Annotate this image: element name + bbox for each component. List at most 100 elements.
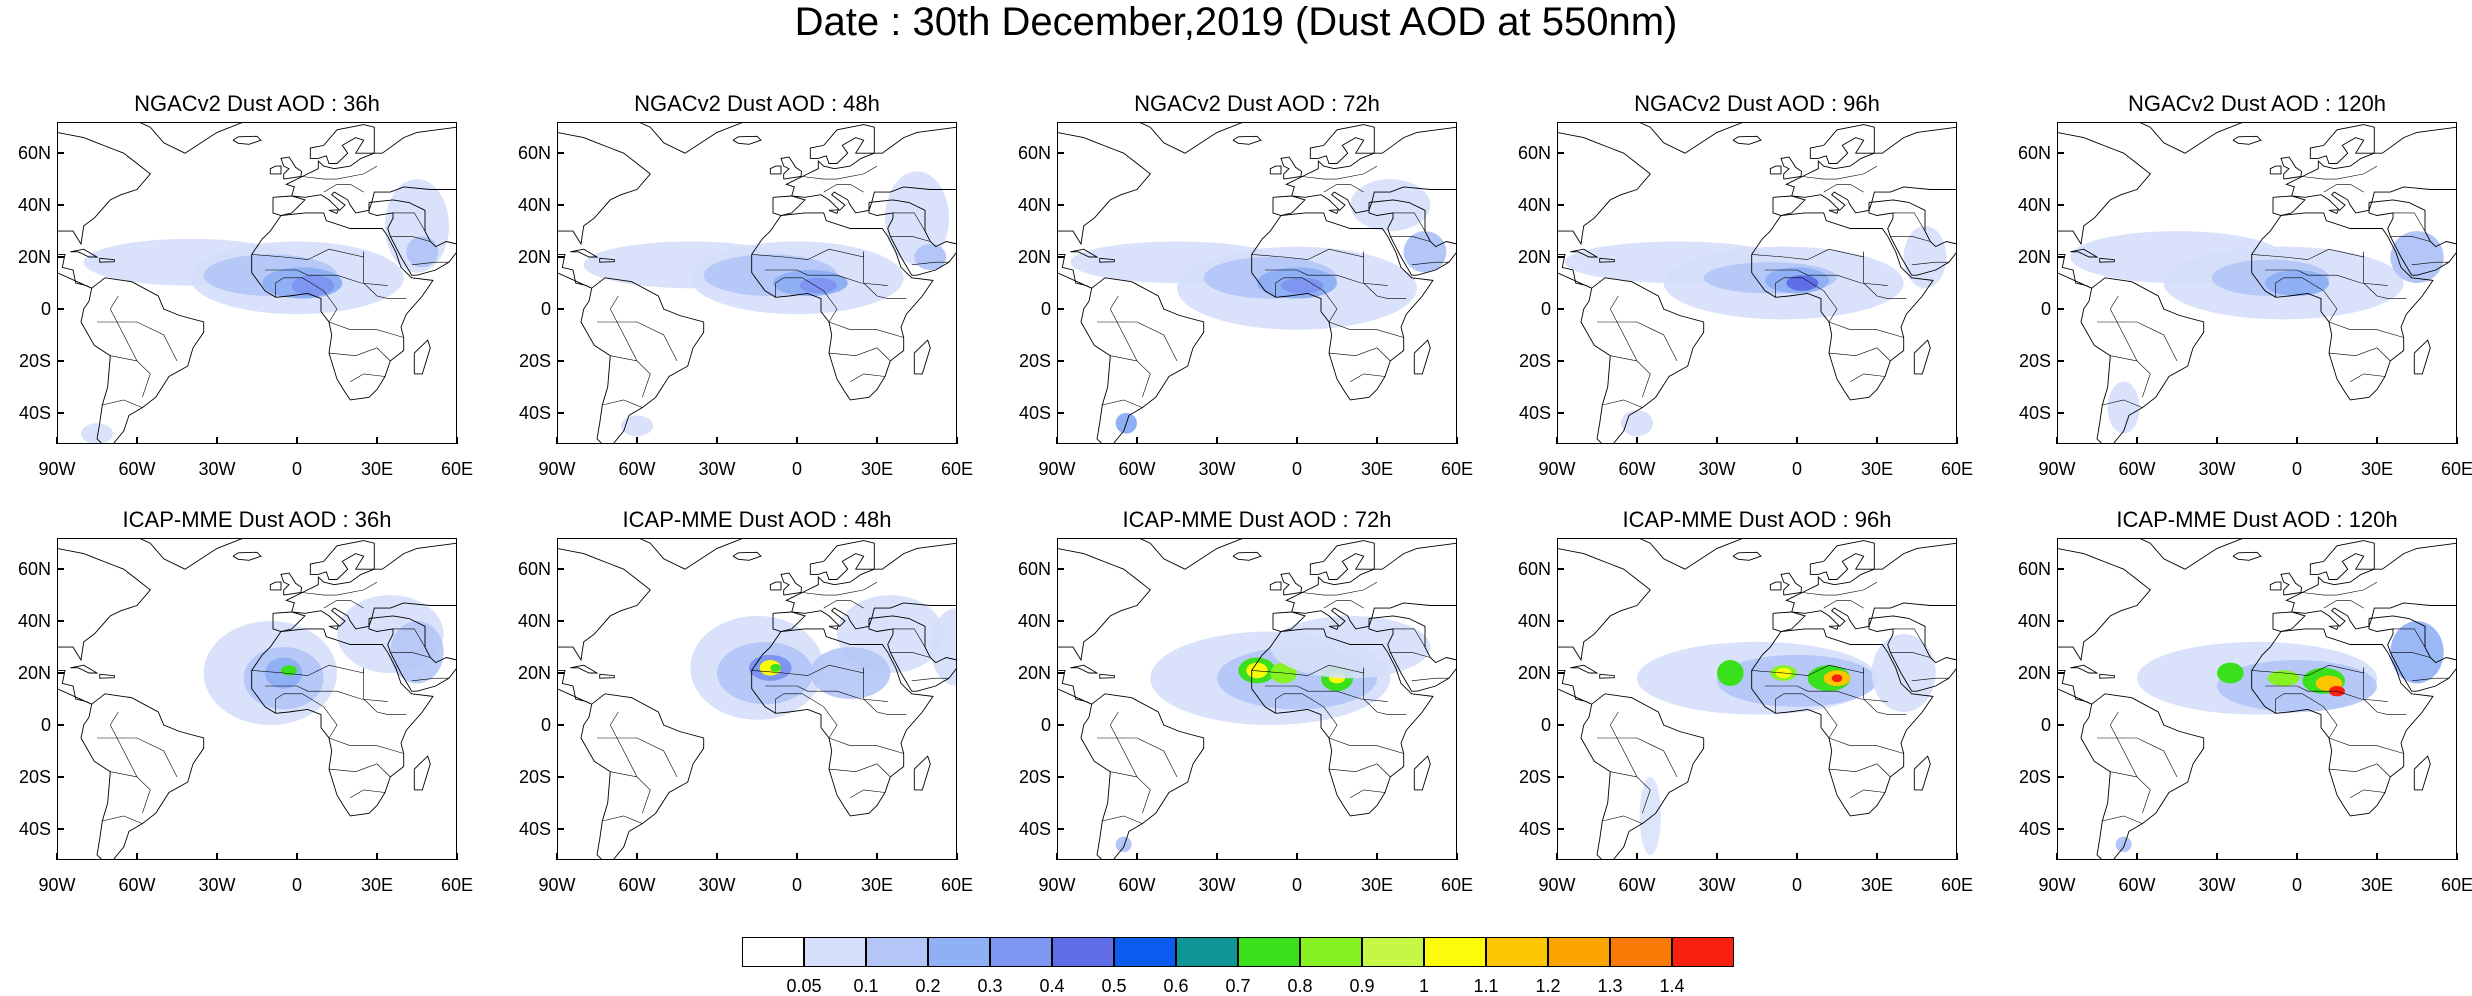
lon-tick-label: 60W — [118, 875, 156, 895]
colorbar-label: 0.7 — [1225, 976, 1251, 996]
lat-tick — [1557, 620, 1564, 622]
country-border — [323, 599, 364, 609]
panel-title: ICAP-MME Dust AOD : 96h — [1622, 507, 1892, 532]
coastline — [1751, 212, 1934, 401]
lat-tick — [2057, 620, 2064, 622]
country-border — [802, 165, 878, 180]
map-panel: ICAP-MME Dust AOD : 36h 60N 40N 20N 0 20S 40S 9… — [0, 507, 500, 927]
coastline — [1780, 156, 1802, 180]
lat-tick-label: 20N — [1017, 663, 1051, 684]
dust-plume — [390, 621, 444, 684]
lon-tick-label: 60W — [1118, 875, 1156, 895]
colorbar-label: 0.2 — [915, 976, 941, 996]
lat-tick-label: 20S — [1018, 350, 1051, 371]
country-border — [1390, 236, 1431, 242]
lon-tick — [296, 437, 298, 444]
coastline — [828, 209, 839, 214]
lat-tick-label: 0 — [540, 714, 551, 735]
lon-tick — [1376, 853, 1378, 860]
country-border — [2328, 321, 2404, 338]
lon-tick — [56, 437, 58, 444]
lon-tick-label: 0 — [2291, 459, 2303, 479]
lat-tick-label: 40S — [18, 402, 51, 423]
lat-tick — [2057, 724, 2064, 726]
lon-tick-label: 0 — [791, 459, 803, 479]
coastline — [557, 669, 592, 705]
lon-tick-label: 90W — [38, 459, 76, 479]
lon-tick-label: 60E — [1940, 459, 1974, 479]
country-border — [2302, 581, 2378, 596]
lon-tick-label: 0 — [1791, 875, 1803, 895]
map-canvas — [57, 538, 457, 860]
map-panel: NGACv2 Dust AOD : 120h 60N 40N 20N 0 20S 40S 90… — [2000, 91, 2472, 511]
lon-tick-label: 90W — [538, 459, 576, 479]
lon-tick — [876, 853, 878, 860]
coastline — [1280, 572, 1302, 596]
coastline — [1580, 693, 1705, 860]
dust-plume — [2390, 621, 2444, 684]
country-border — [2110, 355, 2151, 398]
map-canvas — [57, 122, 457, 444]
lat-tick-label: 0 — [2040, 714, 2051, 735]
country-border — [1265, 269, 1388, 286]
lon-tick-label: 0 — [1791, 459, 1803, 479]
lat-tick-label: 20S — [1518, 766, 1551, 787]
coastline — [413, 755, 431, 791]
coastline — [1137, 122, 1245, 154]
lat-tick-label: 20N — [1017, 247, 1051, 268]
dust-plume — [1246, 662, 1268, 679]
lon-tick-label: 90W — [538, 875, 576, 895]
coastline — [1232, 551, 1262, 561]
lon-tick-label: 90W — [1038, 875, 1076, 895]
dust-plume — [1639, 776, 1661, 855]
lon-tick-label: 30E — [2360, 459, 2394, 479]
coastline — [1599, 673, 1615, 679]
coastline — [99, 257, 115, 263]
lon-tick-label: 60W — [1618, 459, 1656, 479]
lat-tick-label: 40N — [517, 611, 551, 632]
country-border — [2109, 711, 2138, 778]
country-border — [2323, 183, 2364, 193]
lon-tick — [556, 437, 558, 444]
dust-plume — [1786, 275, 1819, 291]
lat-tick — [557, 776, 564, 778]
country-border — [1802, 581, 1878, 596]
lat-tick-label: 0 — [540, 298, 551, 319]
lon-tick — [2296, 853, 2298, 860]
country-border — [2411, 677, 2449, 682]
country-border — [1109, 295, 1138, 362]
coastline — [2232, 135, 2262, 145]
lat-tick — [1557, 568, 1564, 570]
lon-tick — [1876, 853, 1878, 860]
country-border — [1610, 771, 1651, 814]
lon-tick — [1636, 853, 1638, 860]
country-border — [1850, 789, 1886, 798]
lon-tick — [1216, 853, 1218, 860]
dust-plume — [621, 415, 653, 437]
coastline — [1868, 615, 1957, 692]
dust-plume — [2115, 836, 2132, 853]
lat-tick-label: 60N — [2017, 143, 2051, 164]
coastline — [1570, 664, 1599, 674]
coastline — [2328, 209, 2339, 214]
country-border — [828, 763, 891, 778]
country-border — [2302, 165, 2378, 180]
coastline — [637, 538, 745, 570]
lat-tick — [1557, 412, 1564, 414]
country-border — [1602, 815, 1643, 824]
coastline — [557, 253, 592, 289]
coastline — [232, 135, 262, 145]
lat-tick — [557, 672, 564, 674]
country-border — [609, 295, 638, 362]
country-border — [302, 165, 378, 180]
map-canvas — [557, 538, 957, 860]
country-border — [1828, 321, 1904, 338]
country-border — [363, 667, 407, 715]
coastline — [368, 199, 457, 276]
country-border — [110, 771, 151, 814]
dust-aod-map — [2057, 122, 2457, 444]
country-border — [1890, 652, 1931, 658]
lat-tick-label: 40N — [2017, 195, 2051, 216]
lat-tick — [2057, 204, 2064, 206]
colorbar-swatch — [990, 937, 1052, 967]
